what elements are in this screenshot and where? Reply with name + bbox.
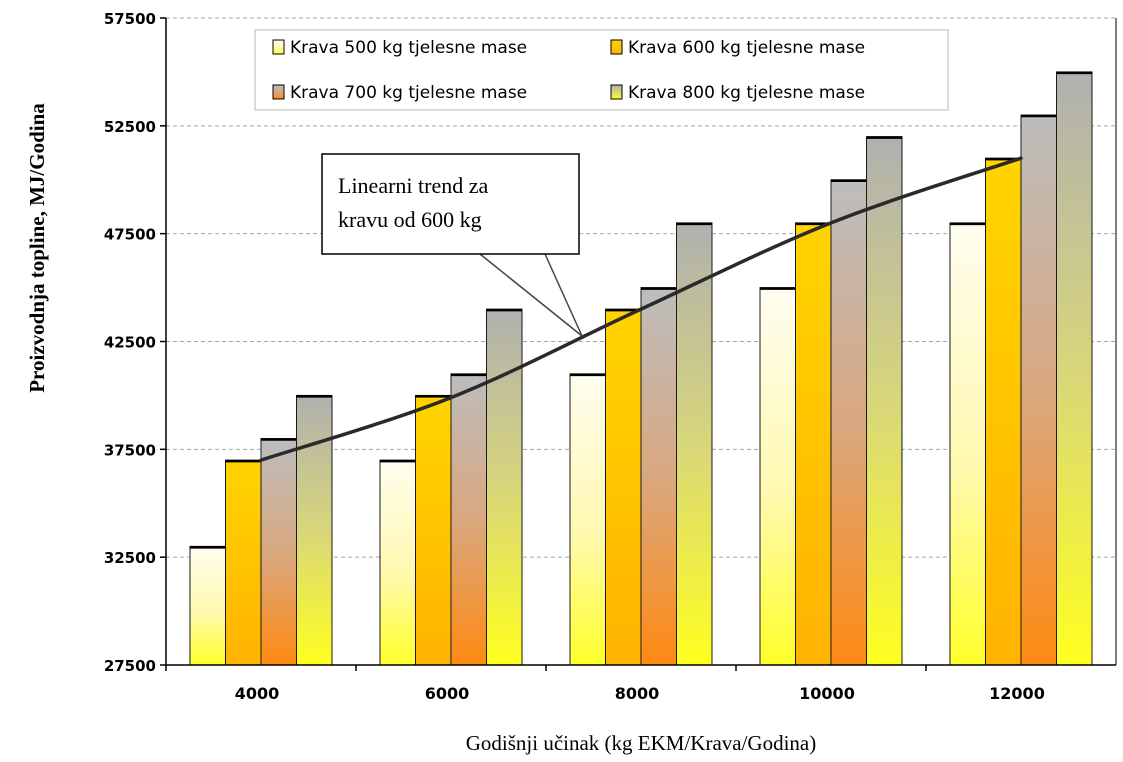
bar-800-4000 xyxy=(296,394,333,666)
y-tick-label: 52500 xyxy=(104,118,156,136)
x-tick-label: 4000 xyxy=(235,684,280,703)
bar-600-6000 xyxy=(415,394,452,666)
bar-600-8000 xyxy=(605,308,642,666)
callout-pointer xyxy=(479,253,583,337)
y-tick-label: 47500 xyxy=(104,226,156,244)
legend-swatch-800 xyxy=(610,84,623,100)
callout-box xyxy=(321,153,580,255)
bar-700-4000 xyxy=(260,438,297,666)
bar-700-8000 xyxy=(640,287,677,666)
bar-600-10000 xyxy=(795,222,832,666)
y-axis-title: Proizvodnja topline, MJ/Godina xyxy=(25,103,49,393)
legend: Krava 500 kg tjelesne mase Krava 600 kg … xyxy=(254,29,949,111)
x-ticks: 4000 6000 8000 10000 12000 xyxy=(165,665,1045,703)
y-tick-label: 27500 xyxy=(104,657,156,675)
bar-600-12000 xyxy=(985,157,1022,666)
bar-500-4000 xyxy=(189,545,226,666)
bar-500-6000 xyxy=(379,459,416,666)
y-tick-label: 57500 xyxy=(104,10,156,28)
x-tick-label: 6000 xyxy=(425,684,470,703)
callout-pointer xyxy=(544,253,583,337)
legend-label-500: Krava 500 kg tjelesne mase xyxy=(290,38,527,58)
bar-700-10000 xyxy=(830,179,867,666)
legend-label-800: Krava 800 kg tjelesne mase xyxy=(628,83,865,103)
legend-swatch-500 xyxy=(272,39,285,55)
callout-line-2: kravu od 600 kg xyxy=(338,207,482,232)
annotation-callout: Linearni trend za kravu od 600 kg xyxy=(321,153,583,337)
bar-800-12000 xyxy=(1056,71,1093,666)
x-tick-label: 12000 xyxy=(989,684,1045,703)
legend-box xyxy=(254,29,949,111)
bars xyxy=(189,71,1093,666)
bar-700-6000 xyxy=(450,373,487,666)
trend-line xyxy=(259,156,1023,462)
bar-500-8000 xyxy=(569,373,606,666)
callout-line-1: Linearni trend za xyxy=(338,173,488,198)
bar-700-12000 xyxy=(1020,114,1057,666)
x-axis-title: Godišnji učinak (kg EKM/Krava/Godina) xyxy=(466,731,817,755)
legend-label-700: Krava 700 kg tjelesne mase xyxy=(290,83,527,103)
bar-600-4000 xyxy=(225,459,262,666)
bar-500-12000 xyxy=(949,222,986,666)
bar-800-10000 xyxy=(866,136,903,666)
y-tick-label: 42500 xyxy=(104,334,156,352)
legend-swatch-700 xyxy=(272,84,285,100)
legend-label-600: Krava 600 kg tjelesne mase xyxy=(628,38,865,58)
bar-500-10000 xyxy=(759,287,796,666)
x-tick-label: 10000 xyxy=(799,684,855,703)
bar-800-8000 xyxy=(676,222,713,666)
y-tick-label: 37500 xyxy=(104,441,156,459)
legend-swatch-600 xyxy=(610,39,623,55)
bar-800-6000 xyxy=(486,308,523,666)
y-tick-label: 32500 xyxy=(104,549,156,567)
y-ticks: 27500 32500 37500 42500 47500 52500 57500 xyxy=(104,10,166,675)
x-tick-label: 8000 xyxy=(615,684,660,703)
